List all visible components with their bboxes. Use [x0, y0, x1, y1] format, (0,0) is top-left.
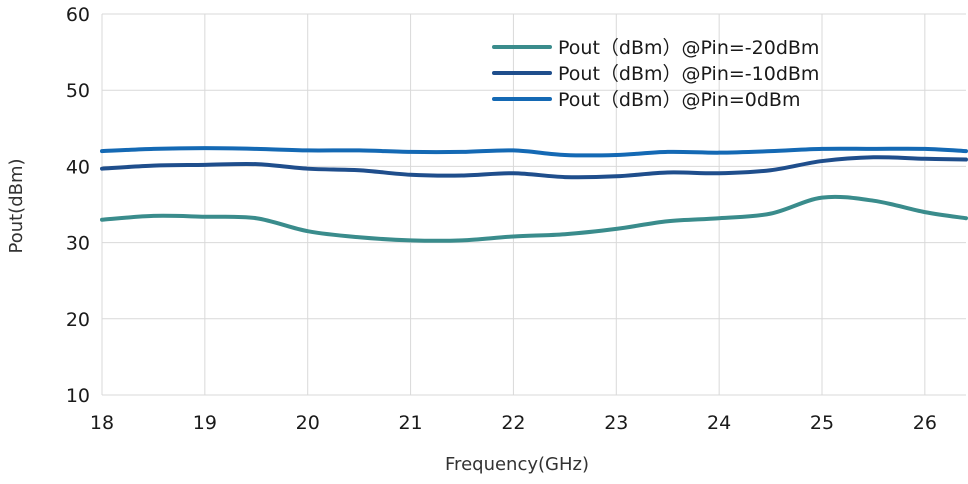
y-tick-label: 50 — [66, 80, 90, 102]
y-tick-label: 30 — [66, 233, 90, 255]
y-axis-ticks: 10 20 30 40 50 60 — [66, 4, 90, 407]
x-tick-label: 24 — [707, 412, 731, 434]
legend-label: Pout（dBm）@Pin=0dBm — [558, 89, 800, 111]
y-tick-label: 40 — [66, 156, 90, 178]
legend-label: Pout（dBm）@Pin=-20dBm — [558, 37, 819, 59]
series-line-1 — [100, 194, 968, 243]
series-lines — [100, 146, 968, 243]
series-line-3 — [100, 146, 968, 158]
x-tick-label: 20 — [296, 412, 320, 434]
x-tick-label: 26 — [913, 412, 937, 434]
x-tick-label: 21 — [398, 412, 422, 434]
x-tick-label: 19 — [193, 412, 217, 434]
legend: Pout（dBm）@Pin=-20dBm Pout（dBm）@Pin=-10dBm… — [492, 37, 819, 111]
y-axis-title: Pout(dBm) — [6, 158, 27, 253]
x-tick-label: 23 — [604, 412, 628, 434]
y-tick-label: 10 — [66, 385, 90, 407]
legend-label: Pout（dBm）@Pin=-10dBm — [558, 63, 819, 85]
y-tick-label: 60 — [66, 4, 90, 26]
series-line-2 — [100, 155, 968, 180]
x-axis-ticks: 18 19 20 21 22 23 24 25 26 — [90, 412, 937, 434]
x-tick-label: 18 — [90, 412, 114, 434]
x-axis-title: Frequency(GHz) — [445, 454, 589, 475]
x-tick-label: 25 — [810, 412, 834, 434]
y-tick-label: 20 — [66, 309, 90, 331]
grid — [101, 13, 966, 396]
x-tick-label: 22 — [501, 412, 525, 434]
